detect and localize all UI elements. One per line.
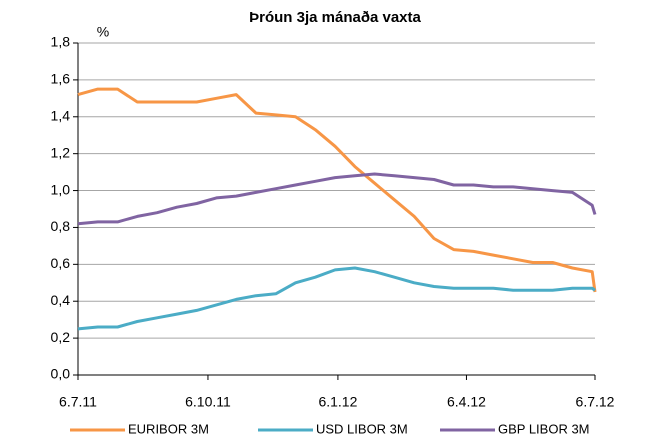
y-tick-label: 0,6 [51,255,71,271]
x-tick-label: 6.7.12 [576,394,615,410]
legend-label: EURIBOR 3M [128,421,209,436]
legend-label: GBP LIBOR 3M [498,421,590,436]
y-tick-label: 1,8 [51,34,71,50]
y-tick-label: 1,4 [51,107,71,123]
series-line [77,87,597,293]
y-tick-label: 0,8 [51,218,71,234]
y-tick-label: 0,0 [51,366,71,382]
legend-label: USD LIBOR 3M [316,421,408,436]
x-tick-label: 6.4.12 [447,394,486,410]
y-tick-label: 1,2 [51,144,71,160]
y-tick-label: 1,0 [51,181,71,197]
series-line [77,266,596,331]
x-tick-label: 6.7.11 [59,394,97,410]
series-line [77,172,597,226]
x-tick-label: 6.10.11 [185,394,231,410]
y-tick-label: 0,2 [51,329,71,345]
y-tick-label: 0,4 [51,292,71,308]
y-tick-label: 1,6 [51,71,71,87]
chart-title: Þróun 3ja mánaða vaxta [249,9,421,26]
x-tick-label: 6.1.12 [318,394,357,410]
y-axis-label: % [97,24,109,40]
